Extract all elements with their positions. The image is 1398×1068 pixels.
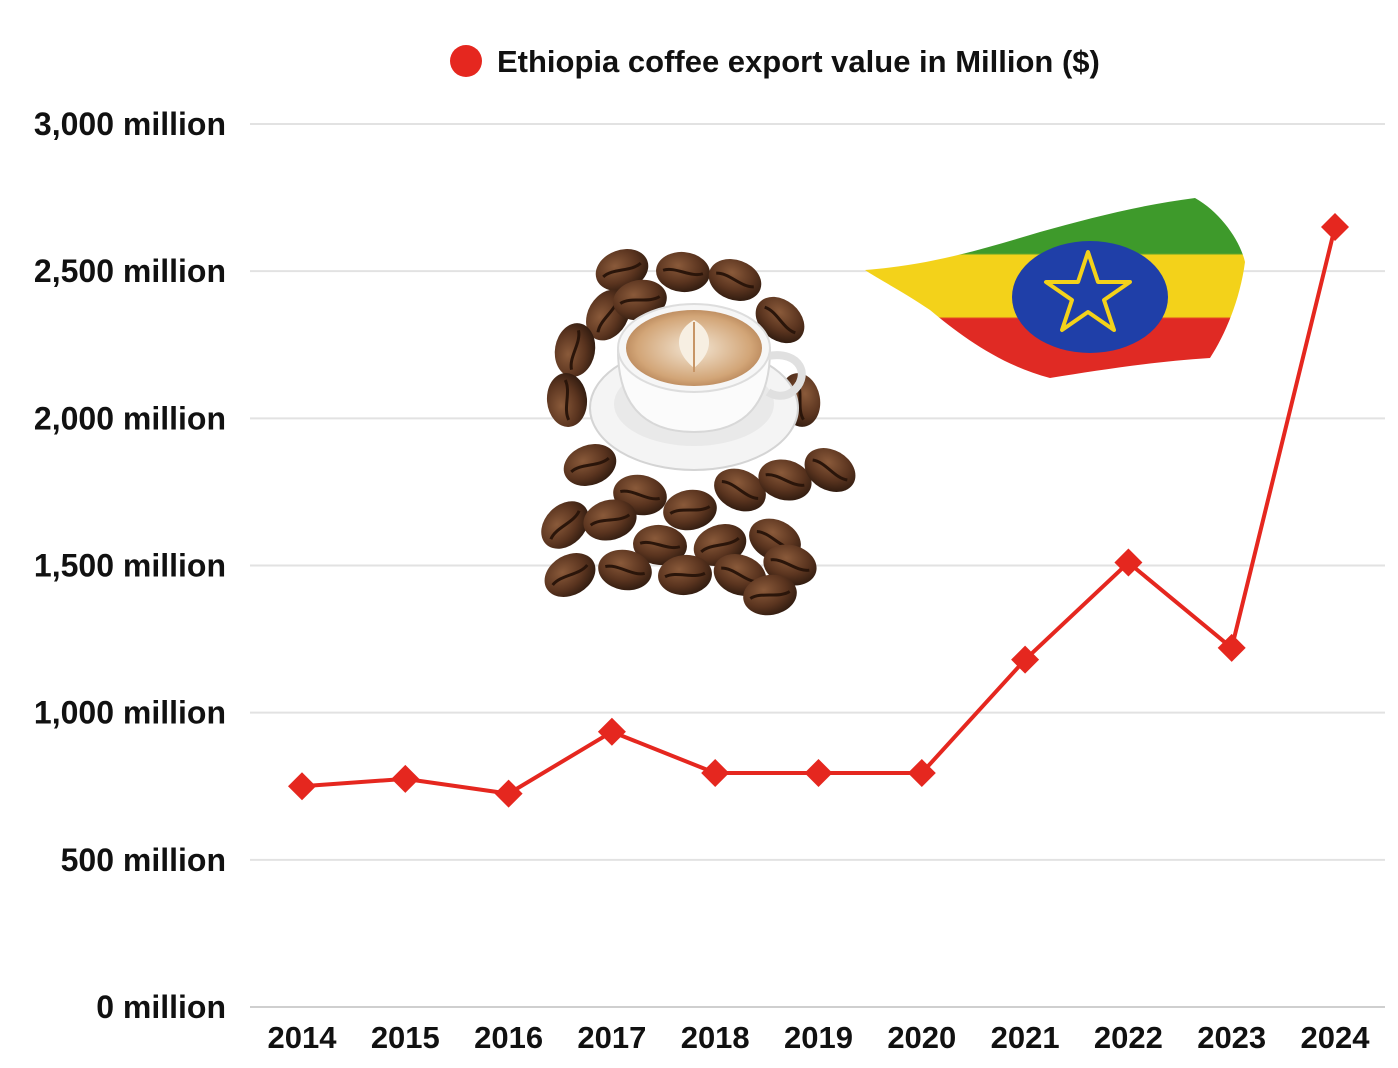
data-point [907,759,936,788]
x-tick-label: 2022 [1094,1020,1163,1055]
legend-label: Ethiopia coffee export value in Million … [497,44,1100,79]
ethiopia-flag-icon [865,198,1245,378]
legend-marker [450,45,482,77]
data-point [1011,645,1040,674]
x-axis-ticks: 2014 2015 2016 2017 2018 2019 2020 2021 2022 2023… [268,1020,1371,1055]
data-point [1217,633,1246,662]
x-tick-label: 2014 [268,1020,338,1055]
y-tick-label: 1,500 million [34,548,226,584]
data-point [1321,213,1349,242]
x-tick-label: 2018 [681,1020,750,1055]
x-tick-label: 2015 [371,1020,440,1055]
coffee-cup-with-beans-icon [541,249,856,616]
x-tick-label: 2023 [1197,1020,1266,1055]
legend: Ethiopia coffee export value in Million … [450,44,1100,79]
x-tick-label: 2017 [577,1020,646,1055]
data-point [1114,548,1143,577]
x-tick-label: 2024 [1301,1020,1371,1055]
data-point [391,764,420,793]
x-tick-label: 2019 [784,1020,853,1055]
x-tick-label: 2021 [991,1020,1060,1055]
y-axis-ticks: 0 million 500 million 1,000 million 1,500 m… [34,106,226,1025]
y-tick-label: 2,500 million [34,253,226,289]
y-tick-label: 3,000 million [34,106,226,142]
data-point [597,717,626,746]
gridlines [250,123,1385,1008]
y-tick-label: 500 million [61,842,226,878]
y-tick-label: 0 million [96,989,226,1025]
data-point [288,772,316,801]
y-tick-label: 1,000 million [34,695,226,731]
y-tick-label: 2,000 million [34,400,226,436]
x-tick-label: 2016 [474,1020,543,1055]
data-point [701,759,730,788]
series-export-value [288,213,1349,808]
data-point [804,759,833,788]
data-point [494,779,523,808]
x-tick-label: 2020 [887,1020,956,1055]
